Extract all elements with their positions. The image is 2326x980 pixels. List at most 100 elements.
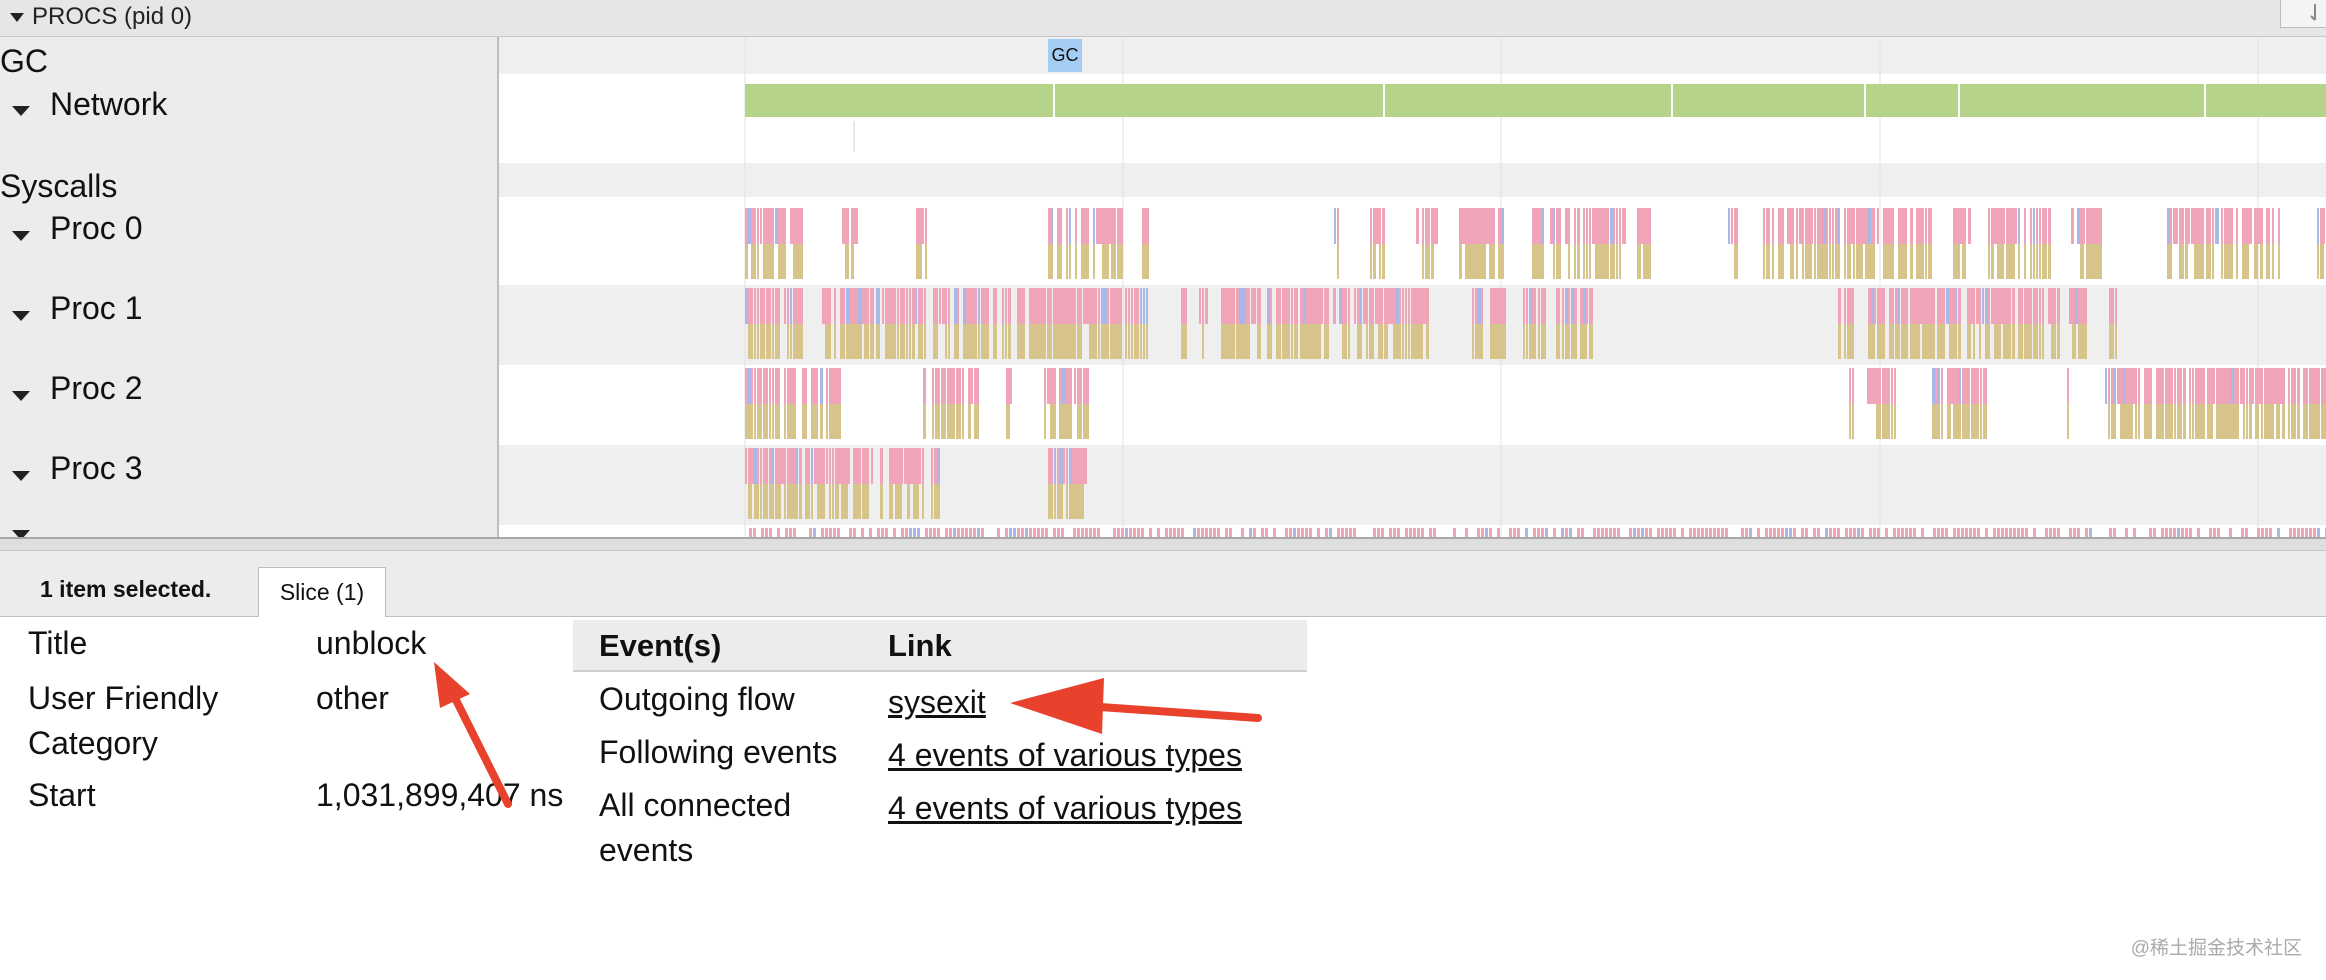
syscall-slice-p0 xyxy=(1643,208,1646,244)
syscall-slice-p2 xyxy=(2108,368,2110,404)
syscall-slice-p4 xyxy=(1509,528,1512,537)
expand-network-icon[interactable] xyxy=(12,106,30,116)
syscall-slice-p1 xyxy=(787,288,789,324)
syscall-slice-p1 xyxy=(894,288,896,324)
syscall-subslice-p1 xyxy=(1490,324,1494,359)
syscall-subslice-p1 xyxy=(1499,324,1502,359)
link-sysexit[interactable]: sysexit xyxy=(888,684,986,720)
syscall-subslice-p2 xyxy=(772,404,774,439)
syscall-subslice-p1 xyxy=(1128,324,1130,359)
syscall-slice-p4 xyxy=(1885,528,1888,537)
syscall-slice-p2 xyxy=(947,368,950,404)
syscall-slice-p4 xyxy=(1769,528,1772,537)
syscall-subslice-p1 xyxy=(1526,324,1528,359)
syscall-slice-p2 xyxy=(2234,368,2237,404)
link-all-connected[interactable]: 4 events of various types xyxy=(888,790,1242,826)
syscall-slice-p2 xyxy=(962,368,964,404)
syscall-slice-p4 xyxy=(1741,528,1744,537)
syscall-slice-p0 xyxy=(1051,208,1053,244)
syscall-subslice-p0 xyxy=(757,244,759,279)
track-label-network[interactable]: Network xyxy=(50,86,168,122)
syscall-slice-p0 xyxy=(922,208,924,244)
syscall-subslice-p1 xyxy=(2081,324,2084,359)
syscall-slice-p4 xyxy=(1793,528,1796,537)
syscall-subslice-p1 xyxy=(1538,324,1540,359)
syscall-slice-p0 xyxy=(1498,208,1501,244)
expand-proc4-icon[interactable] xyxy=(12,530,30,537)
syscall-slice-p2 xyxy=(1077,368,1081,404)
syscall-slice-p4 xyxy=(1117,528,1120,537)
proc3-row-bg xyxy=(499,445,2326,525)
syscall-slice-p4 xyxy=(1617,528,1620,537)
syscall-subslice-p1 xyxy=(2057,324,2060,359)
syscall-subslice-p2 xyxy=(2120,404,2124,439)
syscall-slice-p3 xyxy=(859,448,861,484)
syscall-slice-p0 xyxy=(1541,208,1544,244)
collapse-caret-icon[interactable] xyxy=(10,13,24,22)
syscall-slice-p1 xyxy=(2072,288,2076,324)
panel-splitter[interactable] xyxy=(0,537,2326,551)
track-label-proc1[interactable]: Proc 1 xyxy=(50,290,143,326)
syscall-slice-p3 xyxy=(910,448,913,484)
syscall-slice-p1 xyxy=(1844,288,1846,324)
syscall-slice-p0 xyxy=(1994,208,1998,244)
syscall-slice-p4 xyxy=(1757,528,1760,537)
syscall-subslice-p1 xyxy=(793,324,796,359)
syscall-slice-p4 xyxy=(769,528,772,537)
syscall-slice-p2 xyxy=(775,368,778,404)
syscall-slice-p1 xyxy=(1098,288,1100,324)
syscall-slice-p4 xyxy=(2049,528,2052,537)
track-label-proc2[interactable]: Proc 2 xyxy=(50,370,143,406)
syscall-slice-p2 xyxy=(811,368,814,404)
syscall-slice-p0 xyxy=(790,208,794,244)
syscall-subslice-p1 xyxy=(1309,324,1313,359)
syscall-subslice-p1 xyxy=(772,324,774,359)
expand-proc2-icon[interactable] xyxy=(12,391,30,401)
syscall-slice-p4 xyxy=(2309,528,2312,537)
syscall-slice-p3 xyxy=(772,448,774,484)
syscall-slice-p2 xyxy=(2324,368,2326,404)
syscall-subslice-p2 xyxy=(1947,404,1951,439)
syscall-slice-p4 xyxy=(1641,528,1644,537)
syscall-slice-p1 xyxy=(1928,288,1931,324)
syscall-slice-p0 xyxy=(2170,208,2172,244)
syscall-subslice-p1 xyxy=(918,324,921,359)
network-slices[interactable] xyxy=(745,84,2326,152)
track-label-proc3[interactable]: Proc 3 xyxy=(50,450,143,486)
syscall-subslice-p0 xyxy=(2000,244,2004,279)
expand-proc1-icon[interactable] xyxy=(12,311,30,321)
syscall-slice-p2 xyxy=(1953,368,1956,404)
syscall-slice-p0 xyxy=(1734,208,1738,244)
syscall-slice-p0 xyxy=(1583,208,1585,244)
syscall-slice-p4 xyxy=(1689,528,1692,537)
syscall-subslice-p1 xyxy=(843,324,845,359)
syscall-subslice-p0 xyxy=(2167,244,2170,279)
expand-proc0-icon[interactable] xyxy=(12,231,30,241)
syscall-subslice-p1 xyxy=(1889,324,1893,359)
gc-marker[interactable] xyxy=(1048,39,1082,72)
track-label-proc0[interactable]: Proc 0 xyxy=(50,210,143,246)
timeline-canvas[interactable]: GC xyxy=(499,37,2326,537)
expand-proc3-icon[interactable] xyxy=(12,471,30,481)
syscall-slice-p2 xyxy=(935,368,939,404)
syscall-subslice-p1 xyxy=(1937,324,1940,359)
syscall-slice-p2 xyxy=(1870,368,1874,404)
syscall-slice-p2 xyxy=(793,368,796,404)
syscall-slice-p1 xyxy=(1137,288,1139,324)
process-header[interactable]: PROCS (pid 0) xyxy=(0,0,2326,37)
link-following-events[interactable]: 4 events of various types xyxy=(888,737,1242,773)
panel-toggle-button[interactable] xyxy=(2280,0,2326,28)
syscall-subslice-p3 xyxy=(865,484,869,519)
syscall-subslice-p0 xyxy=(2209,244,2211,279)
syscall-slice-p1 xyxy=(1110,288,1113,324)
syscall-subslice-p2 xyxy=(832,404,836,439)
syscall-slice-p1 xyxy=(1565,288,1568,324)
syscall-subslice-p0 xyxy=(2320,244,2324,279)
syscall-slice-p2 xyxy=(754,368,756,404)
proc-slices[interactable] xyxy=(745,208,2326,537)
tab-slice[interactable]: Slice (1) xyxy=(258,567,386,617)
syscall-slice-p1 xyxy=(1940,288,1943,324)
syscall-slice-p4 xyxy=(1857,528,1860,537)
syscall-subslice-p1 xyxy=(1901,324,1905,359)
syscall-slice-p1 xyxy=(1363,288,1366,324)
